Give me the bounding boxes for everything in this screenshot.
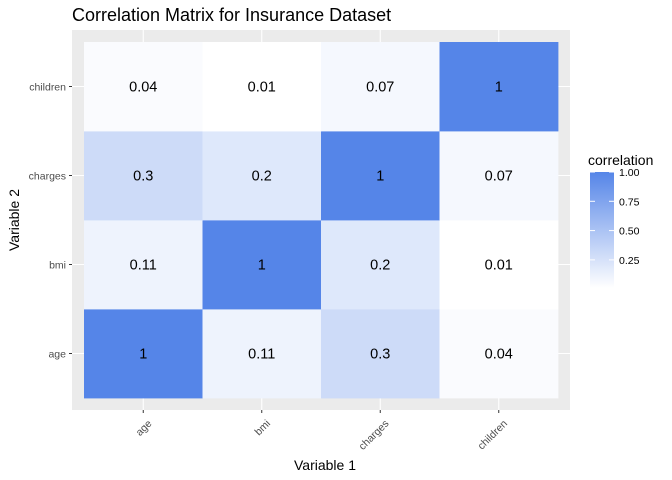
y-tick-label: children xyxy=(29,82,66,94)
cell-value-label: 0.11 xyxy=(130,258,157,274)
legend-tick-label: 0.25 xyxy=(619,255,640,267)
cell-value-label: 0.07 xyxy=(485,169,513,185)
legend-title: correlation xyxy=(588,152,653,168)
cell-value-label: 0.04 xyxy=(129,80,157,96)
cell-value-label: 1 xyxy=(258,258,266,274)
cell-value-label: 0.01 xyxy=(485,258,513,274)
heatmap-cell xyxy=(321,309,440,399)
heatmap-cells xyxy=(84,42,559,399)
heatmap-cell xyxy=(84,42,203,132)
heatmap-cell xyxy=(439,220,559,310)
heatmap-cell xyxy=(321,131,440,221)
cell-value-label: 0.2 xyxy=(252,169,272,185)
x-tick-label: children xyxy=(475,418,510,453)
legend-tick-label: 1.00 xyxy=(619,167,640,179)
heatmap-cell xyxy=(439,309,559,399)
heatmap-cell-labels: 1 0.11 0.3 0.04 0.11 1 0.2 0.01 0.3 0.2 1 0.07 0.04 0… xyxy=(129,80,513,363)
y-tick-label: bmi xyxy=(49,260,66,272)
x-tick-label: bmi xyxy=(253,418,273,438)
heatmap-cell xyxy=(84,131,203,221)
heatmap-cell xyxy=(321,42,440,132)
heatmap-cell xyxy=(84,309,203,399)
y-tick-label: charges xyxy=(29,171,66,183)
y-axis-title: Variable 2 xyxy=(6,189,22,251)
legend-tick-label: 0.50 xyxy=(619,226,640,238)
cell-value-label: 0.3 xyxy=(133,169,153,185)
x-axis-ticks: age bmi charges children xyxy=(134,410,510,453)
chart-title: Correlation Matrix for Insurance Dataset xyxy=(72,5,391,25)
heatmap-cell xyxy=(202,220,322,310)
legend-tick-label: 0.75 xyxy=(619,196,640,208)
x-axis-title: Variable 1 xyxy=(294,457,356,473)
cell-value-label: 1 xyxy=(139,347,147,363)
x-tick-label: age xyxy=(134,418,155,439)
cell-value-label: 0.07 xyxy=(366,80,394,96)
cell-value-label: 1 xyxy=(495,80,503,96)
heatmap-cell xyxy=(321,220,440,310)
heatmap-cell xyxy=(439,42,559,132)
heatmap-cell xyxy=(439,131,559,221)
cell-value-label: 0.11 xyxy=(248,347,275,363)
legend: correlation 1.00 0.75 0.50 0.25 xyxy=(588,152,653,288)
y-tick-label: age xyxy=(48,349,66,361)
cell-value-label: 1 xyxy=(376,169,384,185)
heatmap-cell xyxy=(202,42,322,132)
cell-value-label: 0.2 xyxy=(370,258,390,274)
heatmap-cell xyxy=(202,309,322,399)
cell-value-label: 0.01 xyxy=(248,80,276,96)
y-axis-ticks: age bmi charges children xyxy=(29,82,72,361)
legend-ticks: 1.00 0.75 0.50 0.25 xyxy=(590,167,640,267)
heatmap-cell xyxy=(202,131,322,221)
x-tick-label: charges xyxy=(357,418,392,453)
cell-value-label: 0.3 xyxy=(370,347,390,363)
legend-colorbar xyxy=(590,172,614,288)
cell-value-label: 0.04 xyxy=(485,347,513,363)
heatmap-cell xyxy=(84,220,203,310)
